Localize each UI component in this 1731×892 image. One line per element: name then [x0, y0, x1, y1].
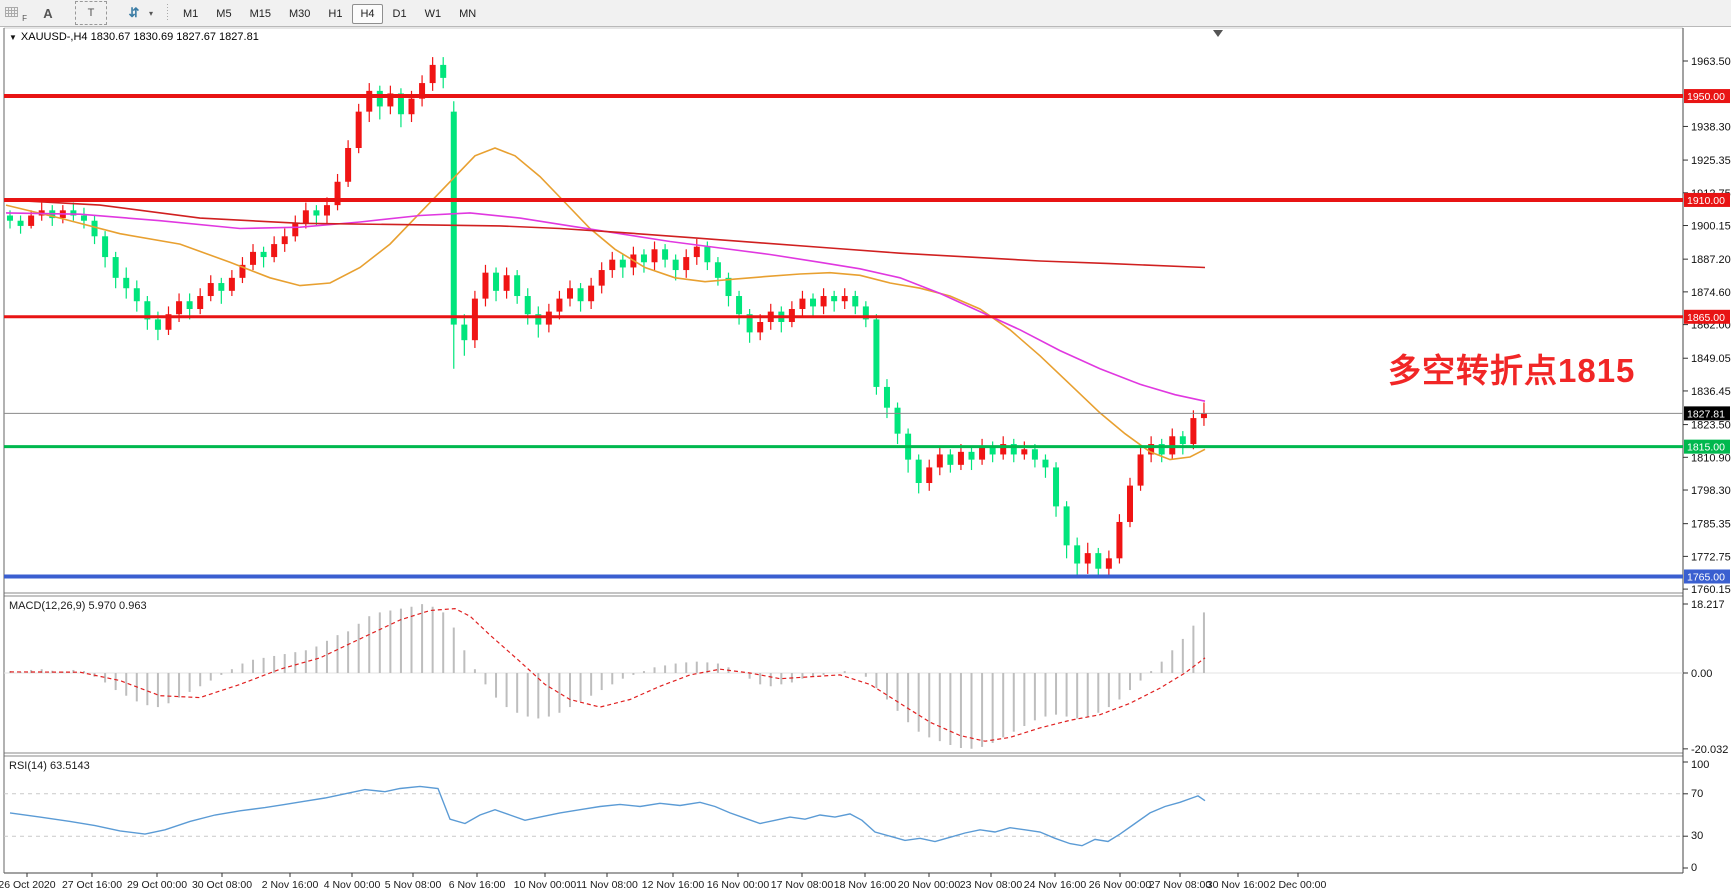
chart-annotation-text[interactable]: 多空转折点1815: [1388, 352, 1636, 389]
time-axis-label: 30 Oct 08:00: [192, 879, 252, 891]
macd-axis-label: 18.217: [1691, 599, 1725, 611]
grid-f-icon[interactable]: F: [3, 4, 27, 23]
time-axis-label: 6 Nov 16:00: [449, 879, 506, 891]
rsi-axis-label: 0: [1691, 862, 1697, 874]
time-axis-label: 10 Nov 00:00: [514, 879, 577, 891]
time-axis-label: 4 Nov 00:00: [324, 879, 381, 891]
price-tick-label: 1772.75: [1691, 551, 1731, 563]
svg-text:1950.00: 1950.00: [1687, 91, 1725, 103]
ma-mid-magenta: [5, 212, 1206, 402]
time-axis-label: 26 Oct 2020: [0, 879, 56, 891]
svg-text:1865.00: 1865.00: [1687, 312, 1725, 324]
time-axis-label: 12 Nov 16:00: [642, 879, 705, 891]
ma-fast-orange: [5, 147, 1206, 461]
timeframe-button-h4[interactable]: H4: [352, 4, 383, 24]
symbol-dropdown-icon[interactable]: ▼: [9, 33, 17, 42]
svg-text:1815.00: 1815.00: [1687, 442, 1725, 454]
time-axis-label: 11 Nov 08:00: [576, 879, 638, 891]
moving-averages-layer: [5, 147, 1206, 461]
time-axis-label: 17 Nov 08:00: [771, 879, 834, 891]
price-level-badge-1865.00: 1865.00: [1684, 309, 1730, 324]
time-axis-label: 20 Nov 00:00: [898, 879, 961, 891]
chart-shift-marker-icon[interactable]: [1213, 30, 1223, 37]
rsi-line: [9, 785, 1206, 847]
price-tick-label: 1810.90: [1691, 452, 1731, 464]
symbol-ohlc-line: ▼ XAUUSD-,H4 1830.67 1830.69 1827.67 1827…: [9, 31, 259, 43]
ma-slow-red: [5, 199, 1206, 269]
price-tick-label: 1823.50: [1691, 420, 1731, 432]
rsi-axis-label: 30: [1691, 830, 1703, 842]
time-axis-label: 2 Dec 00:00: [1270, 879, 1327, 891]
price-level-badge-1950.00: 1950.00: [1684, 89, 1730, 104]
cycle-arrows-icon[interactable]: ⇵: [128, 5, 140, 20]
macd-axis-label: -20.032: [1691, 744, 1728, 756]
macd-axis-label: 0.00: [1691, 668, 1712, 680]
toolbar: F A T ⇵ ▾ M1 M5 M15 M30 H1 H4 D1 W1 MN: [0, 0, 1731, 27]
timeframe-button-h1[interactable]: H1: [328, 8, 343, 20]
price-tick-label: 1836.45: [1691, 386, 1731, 398]
toolbar-separator: [165, 4, 171, 22]
grid-dots: [5, 7, 18, 17]
price-tick-label: 1785.35: [1691, 519, 1731, 531]
candles-layer: [7, 57, 1207, 577]
macd-panel[interactable]: 18.217 0.00 -20.032: [4, 599, 1728, 756]
symbol-ohlc-text: XAUUSD-,H4 1830.67 1830.69 1827.67 1827.…: [20, 31, 259, 43]
grid-f-letter: F: [22, 14, 27, 23]
rsi-axis-label: 70: [1691, 788, 1703, 800]
svg-text:1827.81: 1827.81: [1687, 408, 1725, 420]
time-axis-label: 16 Nov 00:00: [707, 879, 770, 891]
macd-signal-line: [9, 607, 1206, 742]
textbox-t-icon[interactable]: T: [75, 1, 107, 25]
current-price-badge: 1827.81: [1684, 406, 1730, 421]
rsi-axis-label: 100: [1691, 759, 1709, 771]
timeframe-button-m1[interactable]: M1: [183, 8, 199, 20]
price-tick-label: 1900.15: [1691, 221, 1731, 233]
timeframe-button-m30[interactable]: M30: [288, 8, 311, 20]
price-tick-label: 1760.15: [1691, 584, 1731, 596]
timeframe-button-d1[interactable]: D1: [392, 8, 407, 20]
price-level-badge-1815.00: 1815.00: [1684, 439, 1730, 454]
price-tick-label: 1798.30: [1691, 485, 1731, 497]
time-axis[interactable]: 26 Oct 2020 27 Oct 16:00 29 Oct 00:00 30 Oc…: [0, 873, 1326, 891]
timeframe-button-w1[interactable]: W1: [424, 8, 442, 20]
price-tick-label: 1963.50: [1691, 56, 1731, 68]
price-tick-label: 1849.05: [1691, 353, 1731, 365]
time-axis-label: 18 Nov 16:00: [834, 879, 897, 891]
time-axis-label: 27 Nov 08:00: [1149, 879, 1212, 891]
time-axis-label: 23 Nov 08:00: [960, 879, 1023, 891]
time-axis-label: 30 Nov 16:00: [1207, 879, 1270, 891]
time-axis-label: 2 Nov 16:00: [262, 879, 319, 891]
price-tick-label: 1887.20: [1691, 254, 1731, 266]
price-level-badge-1910.00: 1910.00: [1684, 192, 1730, 207]
rsi-indicator-label: RSI(14) 63.5143: [9, 760, 90, 772]
panel-frames: [3, 27, 1684, 874]
svg-text:1765.00: 1765.00: [1687, 572, 1725, 584]
timeframe-button-group: M1 M5 M15 M30 H1 H4 D1 W1 MN: [174, 4, 485, 24]
time-axis-label: 27 Oct 16:00: [62, 879, 122, 891]
svg-text:1910.00: 1910.00: [1687, 195, 1725, 207]
macd-indicator-label: MACD(12,26,9) 5.970 0.963: [9, 600, 147, 612]
horizontal-lines-layer[interactable]: [4, 94, 1683, 579]
rsi-panel[interactable]: 100 70 30 0: [4, 759, 1709, 874]
price-axis[interactable]: 1963.501938.301925.351912.751900.151887.…: [1683, 56, 1731, 596]
chevron-down-icon[interactable]: ▾: [149, 8, 154, 18]
price-tick-label: 1925.35: [1691, 155, 1731, 167]
timeframe-button-m5[interactable]: M5: [216, 8, 232, 20]
timeframe-button-m15[interactable]: M15: [249, 8, 271, 20]
timeframe-button-mn[interactable]: MN: [459, 8, 477, 20]
time-axis-label: 24 Nov 16:00: [1024, 879, 1087, 891]
price-level-badge-1765.00: 1765.00: [1684, 569, 1730, 584]
time-axis-label: 29 Oct 00:00: [127, 879, 187, 891]
time-axis-label: 5 Nov 08:00: [385, 879, 442, 891]
price-tick-label: 1874.60: [1691, 287, 1731, 299]
text-label-a-icon[interactable]: A: [43, 5, 53, 21]
price-tick-label: 1938.30: [1691, 121, 1731, 133]
time-axis-label: 26 Nov 00:00: [1089, 879, 1152, 891]
